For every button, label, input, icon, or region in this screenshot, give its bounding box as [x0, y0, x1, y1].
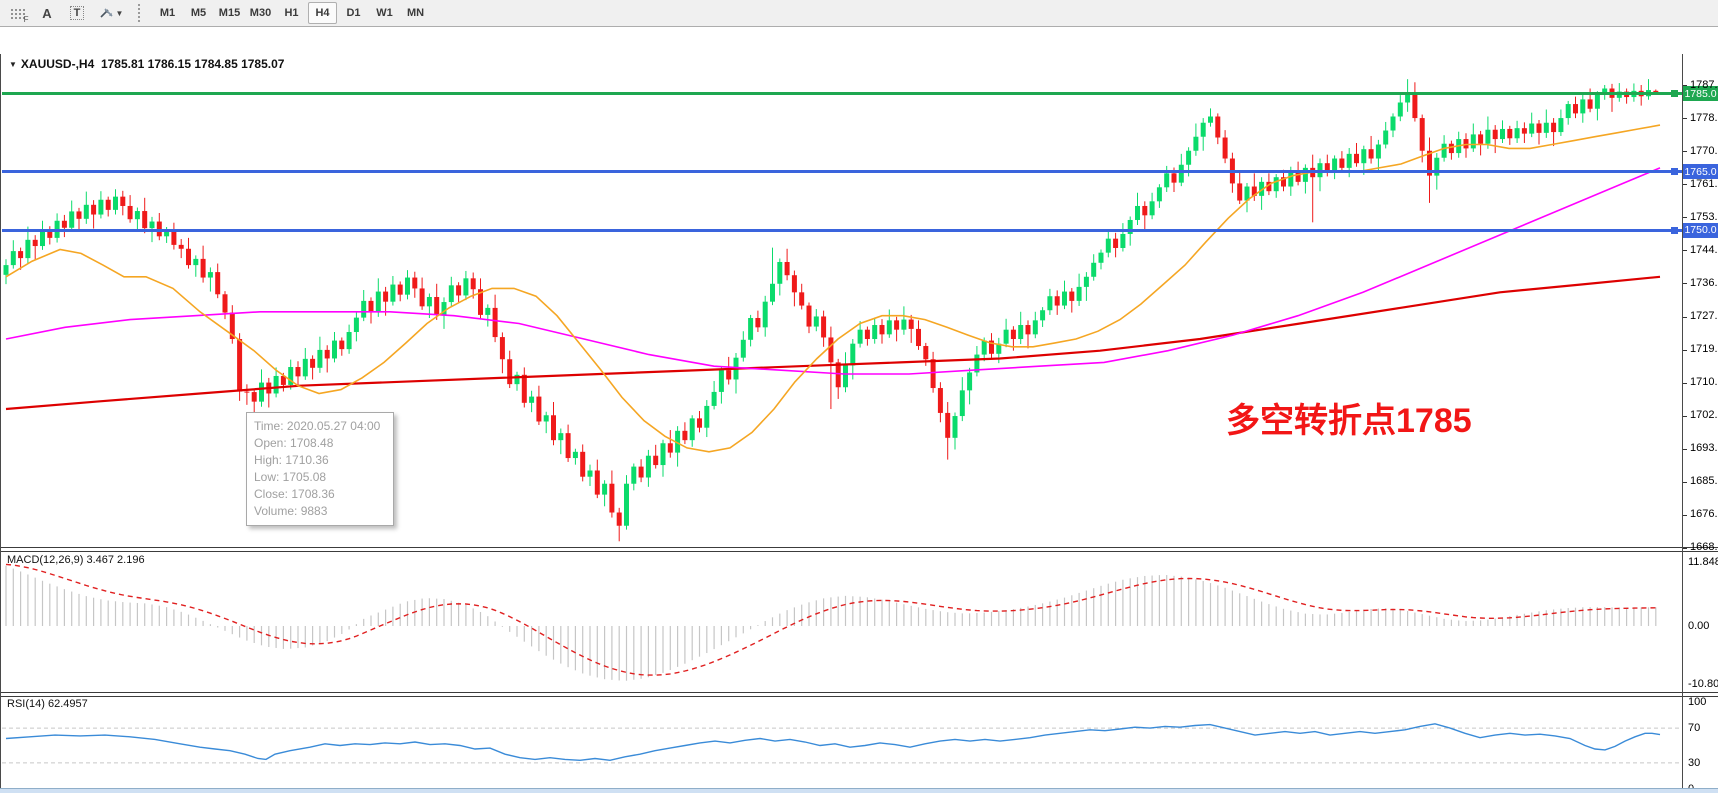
- macd-splitter[interactable]: [0, 547, 1718, 552]
- tooltip-volume: Volume: 9883: [254, 504, 328, 518]
- chart-left-border: [0, 54, 1, 793]
- chart-collapse-icon[interactable]: ▼: [9, 60, 17, 69]
- price-tick-label: 1770.3: [1690, 144, 1718, 157]
- rsi-tick-label: 70: [1688, 721, 1701, 734]
- price-badge-1785.0: 1785.0: [1683, 86, 1718, 102]
- price-tick-label: 1761.8: [1690, 177, 1718, 190]
- price-tick-label: 1719.3: [1690, 343, 1718, 355]
- arrows-glyph: [99, 8, 113, 18]
- price-tick-mark: [1682, 184, 1687, 186]
- tf-button-m15[interactable]: M15: [218, 7, 241, 19]
- level-line-1750.0[interactable]: [2, 228, 1682, 232]
- price-tick-mark: [1682, 316, 1687, 318]
- level-line-1785.0[interactable]: [2, 92, 1682, 96]
- tf-button-d1[interactable]: D1: [346, 7, 361, 19]
- tooltip-low: Low: 1705.08: [254, 470, 327, 484]
- price-tick-mark: [1682, 382, 1687, 384]
- chart-title: ▼ XAUUSD-,H4 1785.81 1786.15 1784.85 1785…: [9, 57, 284, 71]
- tooltip-time: Time: 2020.05.27 04:00: [254, 419, 381, 433]
- rsi-label: RSI(14) 62.4957: [7, 698, 88, 710]
- price-tick-label: 1676.8: [1690, 508, 1718, 521]
- tf-button-m5[interactable]: M5: [190, 7, 207, 19]
- price-tick-mark: [1682, 283, 1687, 285]
- price-tick-mark: [1682, 118, 1687, 120]
- rsi-splitter[interactable]: [0, 692, 1718, 697]
- tf-button-m1[interactable]: M1: [159, 7, 176, 19]
- draw-arrows-icon[interactable]: ▼: [94, 3, 128, 23]
- macd-tick-label: 0.00: [1688, 619, 1710, 632]
- text-a-icon[interactable]: A: [34, 3, 60, 23]
- indicator-list-icon[interactable]: F: [4, 3, 30, 24]
- letter-a: A: [42, 5, 52, 21]
- candlestick-chart[interactable]: [2, 71, 1682, 548]
- price-tick-mark: [1682, 415, 1687, 417]
- chart-ohlc: 1785.81 1786.15 1784.85 1785.07: [100, 57, 285, 71]
- macd-label: MACD(12,26,9) 3.467 2.196: [7, 554, 145, 566]
- price-tick-mark: [1682, 448, 1687, 450]
- macd-tick-label: 11.848: [1688, 555, 1718, 568]
- price-tick-mark: [1682, 481, 1687, 483]
- price-tick-label: 1710.8: [1690, 376, 1718, 389]
- tooltip-open: Open: 1708.48: [254, 436, 334, 450]
- chevron-down-icon[interactable]: ▼: [115, 8, 124, 18]
- window-bottom-strip: [0, 788, 1718, 793]
- price-tick-label: 1744.8: [1690, 243, 1718, 256]
- chart-symbol: XAUUSD-,H4: [20, 57, 95, 71]
- price-tick-mark: [1682, 349, 1687, 351]
- letter-t: T: [69, 6, 85, 20]
- price-tick-label: 1778.8: [1690, 111, 1718, 124]
- level-handle[interactable]: [1671, 90, 1678, 98]
- tf-button-h4[interactable]: H4: [308, 2, 337, 24]
- tooltip-high: High: 1710.36: [254, 453, 329, 467]
- price-tick-mark: [1682, 151, 1687, 153]
- price-tick-mark: [1682, 547, 1687, 549]
- price-tick-label: 1668.3: [1690, 541, 1718, 554]
- price-tick-label: 1693.8: [1690, 442, 1718, 455]
- price-tick-mark: [1682, 217, 1687, 219]
- price-tick-mark: [1682, 85, 1687, 86]
- rsi-tick-label: 100: [1688, 695, 1707, 708]
- price-tick-mark: [1682, 250, 1687, 252]
- rsi-tick-label: 30: [1688, 756, 1701, 769]
- price-badge-1765.0: 1765.0: [1683, 164, 1718, 180]
- toolbar-separator: [138, 4, 146, 22]
- grid-icon: F: [9, 7, 29, 24]
- rsi-tick-label: 0: [1688, 783, 1694, 793]
- macd-chart[interactable]: [2, 550, 1682, 692]
- price-tick-label: 1702.3: [1690, 409, 1718, 422]
- tf-button-w1[interactable]: W1: [376, 7, 393, 19]
- tf-button-h1[interactable]: H1: [284, 7, 299, 19]
- price-tick-label: 1787.3: [1690, 78, 1718, 91]
- price-tick-mark: [1682, 514, 1687, 516]
- price-tick-label: 1727.8: [1690, 310, 1718, 322]
- level-line-1765.0[interactable]: [2, 170, 1682, 174]
- price-tick-label: 1736.3: [1690, 276, 1718, 289]
- text-label-icon[interactable]: T: [64, 3, 90, 23]
- price-tick-label: 1753.3: [1690, 210, 1718, 223]
- level-handle[interactable]: [1671, 226, 1678, 234]
- rsi-chart[interactable]: [2, 695, 1682, 793]
- toolbar: F A T ▼ M1 M5 M15 M30 H1 H4 D1 W1 MN: [0, 0, 1718, 27]
- price-tick-label: 1685.3: [1690, 475, 1718, 488]
- chart-window[interactable]: ▼ XAUUSD-,H4 1785.81 1786.15 1784.85 1785…: [0, 27, 1718, 793]
- price-badge-1750.0: 1750.0: [1683, 222, 1718, 238]
- chart-annotation[interactable]: 多空转折点1785: [1226, 402, 1472, 440]
- price-axis-separator: [1682, 54, 1683, 793]
- tf-button-m30[interactable]: M30: [249, 7, 272, 19]
- tooltip-close: Close: 1708.36: [254, 487, 335, 501]
- macd-tick-label: -10.808: [1688, 677, 1718, 690]
- candle-tooltip: Time: 2020.05.27 04:00 Open: 1708.48 Hig…: [246, 412, 394, 526]
- tf-button-mn[interactable]: MN: [406, 7, 425, 19]
- level-handle[interactable]: [1671, 168, 1678, 176]
